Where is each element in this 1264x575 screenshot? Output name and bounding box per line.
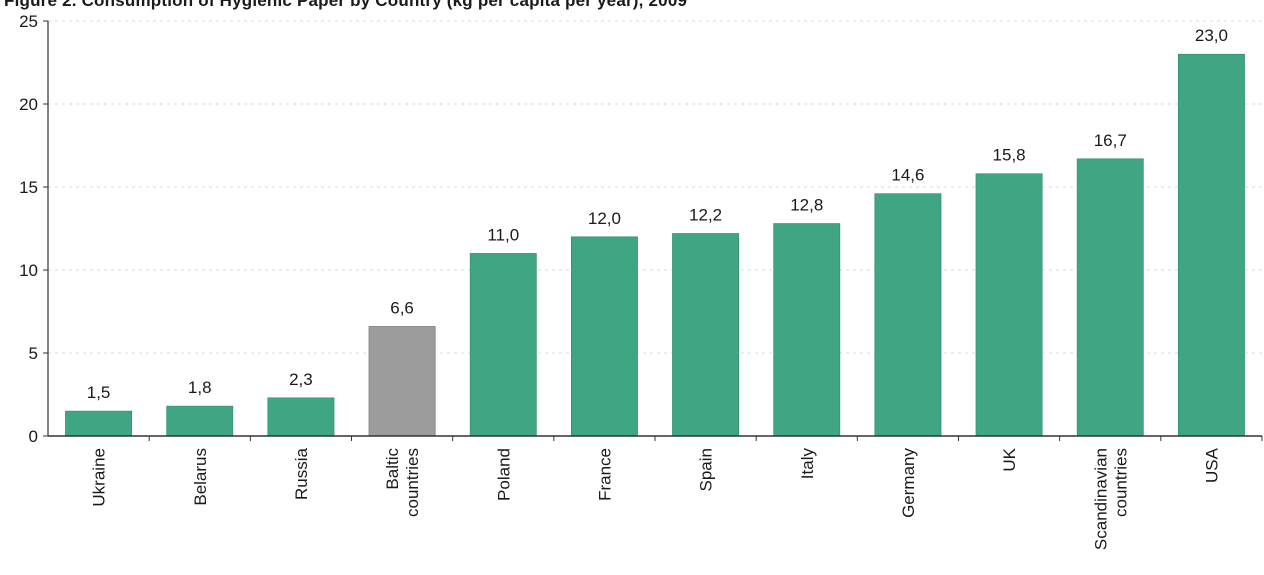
category-label: Balticcountries [383, 448, 422, 517]
category-label: Russia [292, 447, 311, 500]
bar-baltic-countries [368, 326, 436, 437]
svg-text:Balticcountries: Balticcountries [383, 448, 422, 517]
bar-russia [267, 397, 335, 437]
svg-text:Italy: Italy [798, 448, 817, 480]
svg-text:Poland: Poland [494, 448, 513, 501]
data-label: 14,6 [891, 166, 924, 185]
category-label-line: Germany [899, 448, 918, 518]
category-label-line: Baltic [383, 448, 402, 490]
category-label-line: countries [403, 448, 422, 517]
category-label: UK [1000, 447, 1019, 471]
svg-text:Belarus: Belarus [191, 448, 210, 506]
data-labels: 1,5 1,8 2,3 6,6 11,0 12,0 12,2 12,8 14,6 15,8 16,7… [87, 26, 1228, 402]
bar-scandinavian-countries [1076, 158, 1144, 437]
bar-spain [672, 233, 740, 437]
data-label: 11,0 [487, 225, 519, 244]
chart-title: Figure 2. Consumption of Hygienic Paper … [4, 0, 688, 10]
svg-text:Ukraine: Ukraine [90, 448, 109, 507]
category-label: France [595, 448, 614, 501]
svg-text:France: France [595, 448, 614, 501]
category-label: Italy [798, 448, 817, 480]
category-label-line: France [595, 448, 614, 501]
y-tick-label: 0 [29, 427, 38, 446]
bar-germany [874, 193, 942, 437]
data-label: 2,3 [289, 370, 313, 389]
category-label-line: Poland [494, 448, 513, 501]
category-label: USA [1202, 447, 1221, 483]
svg-text:Scandinaviancountries: Scandinaviancountries [1091, 448, 1130, 550]
data-label: 6,6 [390, 298, 414, 317]
bar-ukraine [65, 410, 133, 437]
category-label: Belarus [191, 448, 210, 506]
category-label-line: UK [1000, 447, 1019, 471]
bar-usa [1177, 53, 1245, 437]
svg-text:USA: USA [1202, 447, 1221, 483]
bar-france [570, 236, 638, 437]
y-tick-label: 10 [19, 261, 38, 280]
bars [65, 53, 1245, 437]
y-tick-label: 5 [29, 344, 38, 363]
svg-text:Germany: Germany [899, 448, 918, 518]
y-tick-label: 25 [19, 12, 38, 31]
y-tick-label: 20 [19, 95, 38, 114]
y-tick-label: 15 [19, 178, 38, 197]
data-label: 15,8 [993, 146, 1026, 165]
data-label: 12,2 [689, 205, 722, 224]
category-label-line: Ukraine [90, 448, 109, 507]
data-label: 1,5 [87, 383, 111, 402]
data-label: 1,8 [188, 378, 212, 397]
data-label: 12,8 [790, 196, 823, 215]
bar-uk [975, 173, 1043, 437]
category-label-line: Scandinavian [1091, 448, 1110, 550]
category-label: Poland [494, 448, 513, 501]
category-label-line: Russia [292, 447, 311, 500]
bar-belarus [166, 405, 234, 437]
category-label: Ukraine [90, 448, 109, 507]
bar-italy [773, 223, 841, 437]
category-label-line: countries [1111, 448, 1130, 517]
data-label: 16,7 [1094, 131, 1127, 150]
category-label-line: USA [1202, 447, 1221, 483]
bar-poland [469, 253, 537, 437]
category-label: Germany [899, 448, 918, 518]
category-label: Spain [697, 448, 716, 491]
category-label-line: Italy [798, 448, 817, 480]
category-label: Scandinaviancountries [1091, 448, 1130, 550]
data-label: 12,0 [588, 209, 621, 228]
category-label-line: Belarus [191, 448, 210, 506]
svg-text:UK: UK [1000, 447, 1019, 471]
svg-text:Spain: Spain [697, 448, 716, 491]
category-label-line: Spain [697, 448, 716, 491]
data-label: 23,0 [1195, 26, 1228, 45]
svg-text:Russia: Russia [292, 447, 311, 500]
